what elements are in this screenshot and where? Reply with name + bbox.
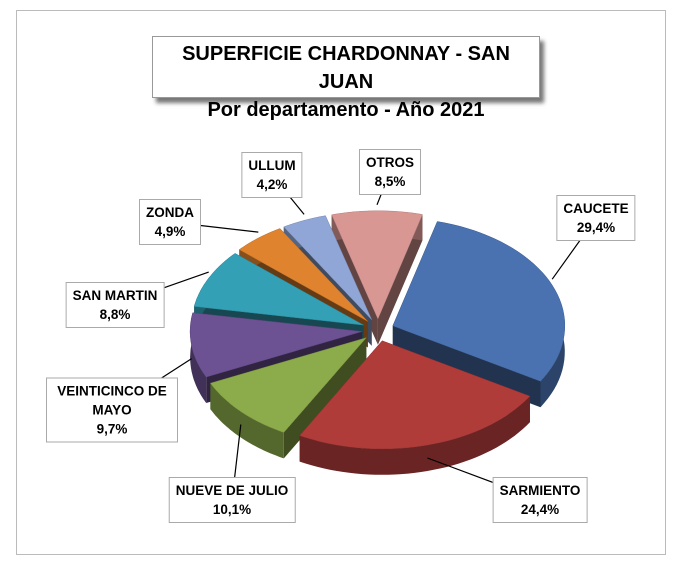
label-category: CAUCETE bbox=[563, 201, 629, 216]
slice-side bbox=[377, 214, 423, 345]
data-label: ZONDA 4,9% bbox=[139, 199, 201, 245]
label-category: VEINTICINCO DE MAYO bbox=[57, 383, 167, 418]
label-value: 4,2% bbox=[256, 177, 288, 192]
slice bbox=[238, 228, 368, 322]
label-value: 24,4% bbox=[520, 502, 560, 517]
label-category: NUEVE DE JULIO bbox=[175, 483, 289, 498]
slice bbox=[392, 221, 566, 382]
label-category: SARMIENTO bbox=[499, 483, 581, 498]
label-category: SAN MARTIN bbox=[72, 288, 158, 303]
label-category: ZONDA bbox=[146, 205, 194, 220]
data-label: CAUCETE 29,4% bbox=[556, 195, 636, 241]
label-value: 9,7% bbox=[96, 421, 128, 437]
slice-tops bbox=[189, 210, 566, 450]
label-category: ULLUM bbox=[248, 158, 296, 173]
chart-subtitle: Por departamento - Año 2021 bbox=[207, 99, 485, 121]
slice bbox=[299, 340, 531, 450]
slice bbox=[209, 337, 368, 433]
label-value: 8,8% bbox=[99, 307, 131, 322]
chart-frame bbox=[16, 10, 666, 555]
label-value: 8,5% bbox=[374, 174, 406, 189]
slice-side bbox=[299, 396, 530, 475]
label-value: 10,1% bbox=[212, 502, 252, 517]
data-label: SARMIENTO 24,4% bbox=[492, 477, 588, 523]
label-value: 29,4% bbox=[576, 220, 616, 235]
data-label: VEINTICINCO DE MAYO 9,7% bbox=[46, 377, 178, 443]
data-label: SAN MARTIN 8,8% bbox=[65, 282, 165, 328]
data-label: OTROS 8,5% bbox=[358, 149, 422, 195]
label-value: 4,9% bbox=[154, 224, 186, 239]
slice bbox=[331, 210, 423, 320]
slice bbox=[189, 312, 363, 378]
data-label: ULLUM 4,2% bbox=[241, 152, 303, 198]
slice bbox=[193, 253, 364, 326]
label-category: OTROS bbox=[365, 155, 415, 170]
slice-side bbox=[210, 383, 284, 459]
slice-side bbox=[190, 312, 207, 403]
data-label: NUEVE DE JULIO 10,1% bbox=[168, 477, 296, 523]
slice bbox=[283, 215, 372, 320]
title-box: SUPERFICIE CHARDONNAY - SAN JUAN Por dep… bbox=[152, 36, 540, 121]
chart-title: SUPERFICIE CHARDONNAY - SAN JUAN bbox=[182, 43, 510, 93]
